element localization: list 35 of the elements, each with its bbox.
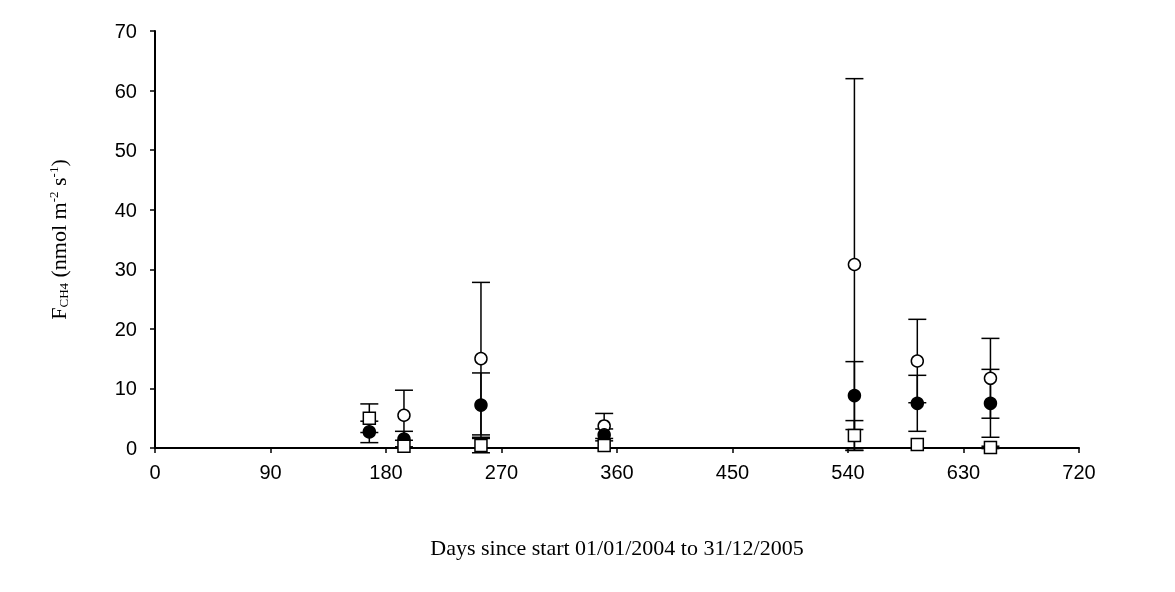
- point: [474, 398, 488, 412]
- point: [397, 439, 411, 453]
- point: [847, 428, 862, 443]
- point: [910, 354, 925, 368]
- y-tick-label: 30: [114, 258, 137, 281]
- x-tick-label: 90: [259, 461, 282, 483]
- x-tick-label: 360: [600, 461, 634, 483]
- y-tick-label: 60: [114, 79, 137, 102]
- y-tick-label: 50: [114, 139, 137, 162]
- point: [910, 437, 925, 452]
- x-tick-label: 720: [1062, 461, 1096, 483]
- point: [597, 438, 611, 453]
- y-tick-label: 20: [114, 317, 137, 340]
- y-tick-label: 0: [125, 437, 137, 459]
- point: [474, 351, 488, 366]
- x-tick-label: 0: [149, 461, 161, 483]
- point: [362, 425, 377, 439]
- x-tick-label: 630: [946, 461, 981, 483]
- point: [397, 408, 411, 422]
- x-axis-title: Days since start 01/01/2004 to 31/12/2005: [430, 534, 804, 560]
- point: [983, 396, 998, 411]
- x-tick-label: 540: [831, 461, 865, 483]
- x-tick-label: 180: [369, 461, 403, 483]
- point: [847, 257, 862, 272]
- y-tick-label: 70: [114, 20, 137, 42]
- point: [362, 411, 377, 425]
- point: [910, 396, 925, 411]
- point: [983, 371, 998, 386]
- y-tick-label: 40: [114, 198, 137, 221]
- point: [983, 440, 998, 455]
- x-tick-label: 450: [715, 461, 750, 483]
- x-tick-label: 270: [484, 461, 519, 483]
- point: [847, 388, 862, 403]
- y-tick-label: 10: [114, 377, 137, 400]
- y-axis-title: FCH4 (nmol m-2 s-1): [46, 159, 71, 320]
